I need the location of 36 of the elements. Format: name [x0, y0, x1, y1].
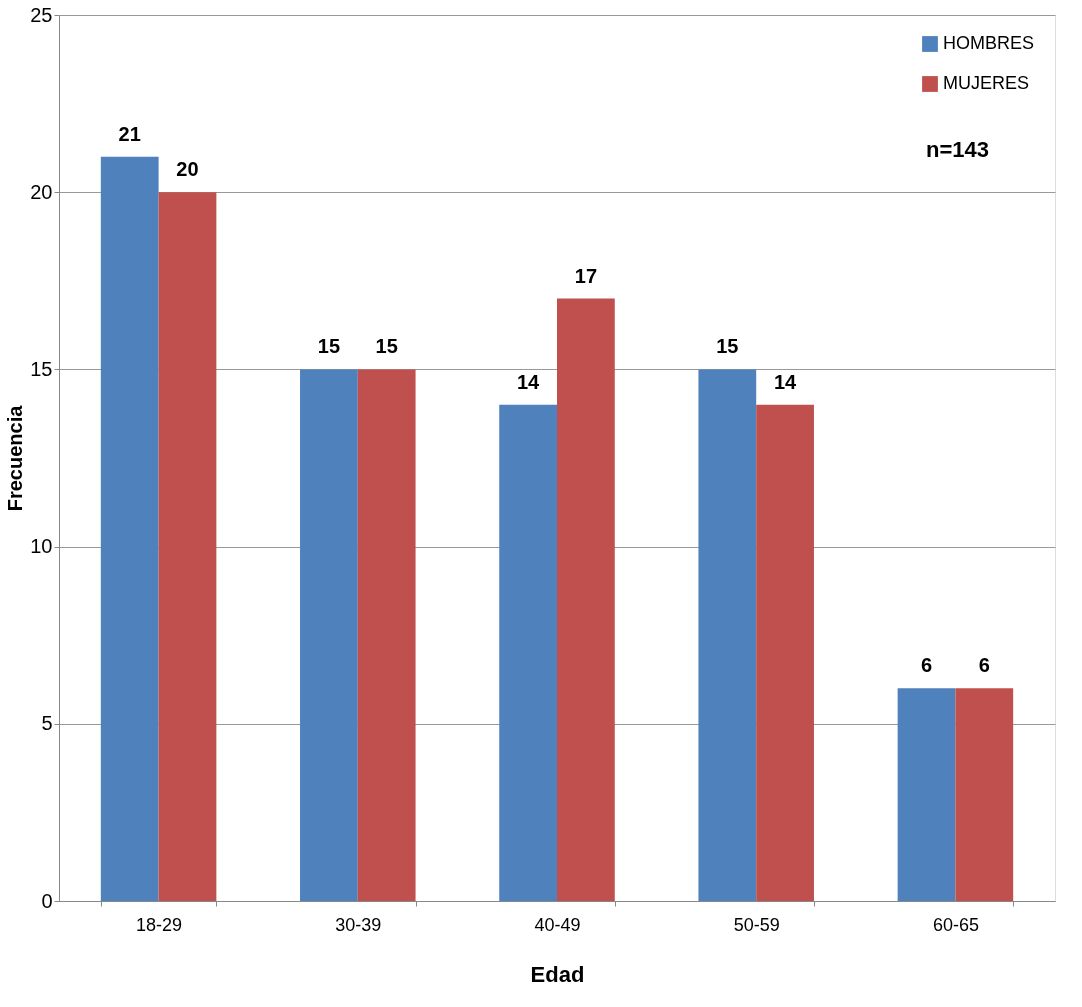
- data-label: 6: [920, 654, 933, 677]
- legend-label: MUJERES: [943, 73, 1030, 93]
- y-tick-label: 10: [30, 535, 53, 558]
- legend-label: HOMBRES: [943, 33, 1035, 53]
- bar: [300, 369, 358, 901]
- data-label: 6: [978, 654, 990, 677]
- x-tick-label: 60-65: [932, 914, 979, 935]
- annotation: n=143: [926, 137, 989, 162]
- bar: [756, 404, 814, 901]
- bar: [955, 688, 1014, 901]
- data-label: 20: [176, 158, 199, 181]
- x-tick-label: 18-29: [136, 914, 183, 935]
- bar: [698, 369, 757, 901]
- bar: [499, 404, 557, 901]
- data-label: 15: [375, 335, 398, 358]
- x-tick-label: 40-49: [534, 914, 581, 935]
- data-label: 15: [317, 335, 341, 358]
- bar: [158, 192, 217, 901]
- data-label: 15: [716, 335, 739, 358]
- y-tick-label: 5: [41, 712, 53, 735]
- y-tick-label: 0: [41, 889, 53, 912]
- y-tick-label: 20: [30, 180, 53, 203]
- x-axis-title: Edad: [530, 961, 585, 987]
- y-tick-label: 25: [30, 3, 53, 26]
- x-tick-label: 30-39: [335, 914, 382, 935]
- bar: [897, 688, 956, 901]
- data-label: 21: [118, 122, 141, 145]
- data-label: 17: [574, 264, 598, 287]
- data-label: 14: [773, 370, 798, 393]
- bar: [100, 156, 159, 901]
- y-tick-label: 15: [30, 357, 53, 380]
- bar: [557, 298, 615, 901]
- x-tick-label: 50-59: [733, 914, 780, 935]
- data-label: 14: [516, 370, 541, 393]
- y-axis-title: Frecuencia: [4, 404, 27, 512]
- bar: [357, 369, 416, 901]
